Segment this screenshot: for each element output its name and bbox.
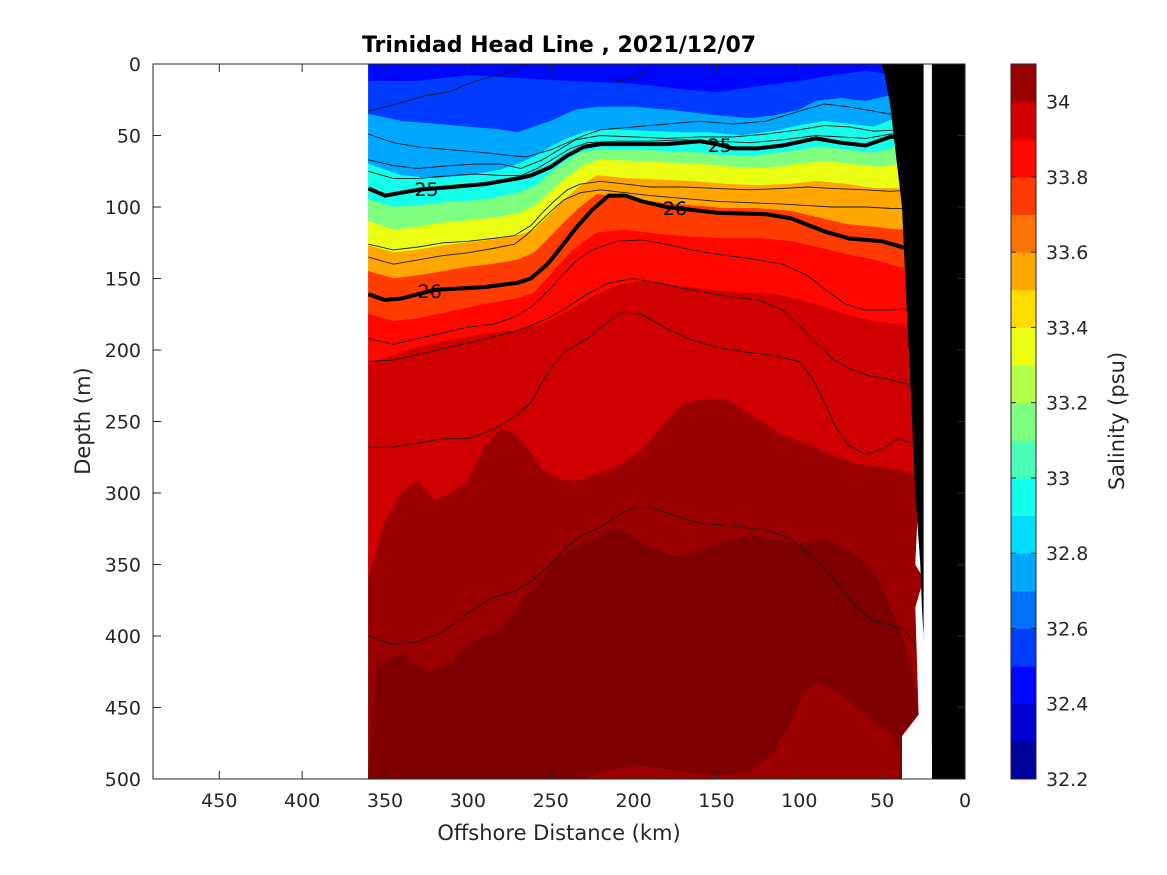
colorbar-segment xyxy=(1011,477,1036,517)
x-tick-label: 100 xyxy=(781,790,817,812)
colorbar: 32.2 32.4 32.6 32.8 33 33.2 33.4 33.6 33.8 34 xyxy=(1010,63,1088,791)
y-tick-label: 300 xyxy=(105,483,141,505)
contour-label-25: 25 xyxy=(708,135,732,157)
thin-isopycnal-7 xyxy=(368,278,919,387)
colorbar-label: Salinity (psu) xyxy=(1105,352,1129,490)
thin-isopycnal-8 xyxy=(368,312,919,455)
contour-label-26: 26 xyxy=(418,281,442,303)
thin-isopycnal-9 xyxy=(368,506,919,651)
y-axis-label: Depth (m) xyxy=(71,367,95,474)
colorbar-tick-label: 32.2 xyxy=(1046,769,1088,791)
x-tick-label: 250 xyxy=(533,790,569,812)
x-tick-label: 50 xyxy=(870,790,894,812)
colorbar-tick-label: 33 xyxy=(1046,468,1070,490)
colorbar-tick-label: 33.8 xyxy=(1046,167,1088,189)
y-axis: 0 50 100 150 200 250 300 350 400 450 500 xyxy=(105,54,965,791)
colorbar-segment xyxy=(1011,252,1036,291)
x-tick-label: 150 xyxy=(698,790,734,812)
colorbar-segment xyxy=(1011,214,1036,253)
isopycnal-25-line xyxy=(367,134,933,198)
land-edge-gap xyxy=(923,64,932,779)
salinity-field xyxy=(368,64,933,779)
colorbar-segment xyxy=(1011,440,1036,479)
colorbar-segment xyxy=(1011,666,1036,705)
thin-isopycnal-5 xyxy=(368,180,932,251)
bathymetry-layer xyxy=(882,64,965,779)
colorbar-tick-label: 32.6 xyxy=(1046,618,1088,640)
x-tick-label: 300 xyxy=(450,790,486,812)
y-tick-label: 450 xyxy=(105,698,141,720)
colorbar-segment xyxy=(1011,402,1036,441)
y-tick-label: 400 xyxy=(105,626,141,648)
bathymetry-land xyxy=(882,64,965,779)
contour-label-25: 25 xyxy=(414,179,438,201)
x-axis-label: Offshore Distance (km) xyxy=(437,821,680,845)
colorbar-segment xyxy=(1011,64,1036,103)
colorbar-segment xyxy=(1011,139,1036,178)
chart-title: Trinidad Head Line , 2021/12/07 xyxy=(362,33,756,58)
y-tick-label: 200 xyxy=(105,340,141,362)
colorbar-tick-label: 32.8 xyxy=(1046,543,1088,565)
colorbar-segment xyxy=(1011,703,1036,742)
colorbar-segment xyxy=(1011,365,1036,404)
isopycnal-26-line xyxy=(367,193,933,302)
colorbar-segment xyxy=(1011,628,1036,667)
thin-isopycnal-4 xyxy=(368,189,932,265)
thin-isopycnal-0 xyxy=(368,64,527,112)
colorbar-segment xyxy=(1011,289,1036,328)
y-tick-label: 500 xyxy=(105,769,141,791)
colorbar-tick-label: 33.6 xyxy=(1046,242,1088,264)
x-tick-label: 0 xyxy=(959,790,971,812)
isopycnal-thin-lines xyxy=(368,64,932,651)
colorbar-tick-label: 34 xyxy=(1046,92,1070,114)
thin-isopycnal-6 xyxy=(368,239,932,345)
colorbar-segment xyxy=(1011,590,1036,629)
thin-isopycnal-10 xyxy=(608,67,651,82)
colorbar-segment xyxy=(1011,101,1036,140)
x-tick-label: 350 xyxy=(367,790,403,812)
salinity-band-11 xyxy=(368,528,919,779)
thin-isopycnal-2 xyxy=(368,125,932,169)
colorbar-segment xyxy=(1011,176,1036,216)
contour-label-26: 26 xyxy=(663,198,687,220)
colorbar-segment xyxy=(1011,515,1036,554)
y-tick-label: 150 xyxy=(105,269,141,291)
thin-isopycnal-1 xyxy=(368,103,932,158)
y-tick-label: 0 xyxy=(129,54,141,76)
colorbar-tick-label: 32.4 xyxy=(1046,694,1088,716)
y-tick-label: 250 xyxy=(105,412,141,434)
y-tick-label: 350 xyxy=(105,555,141,577)
x-tick-label: 200 xyxy=(615,790,651,812)
x-tick-label: 450 xyxy=(201,790,237,812)
colorbar-segment xyxy=(1011,327,1036,366)
colorbar-segment xyxy=(1011,741,1036,780)
colorbar-tick-label: 33.2 xyxy=(1046,393,1088,415)
y-tick-label: 100 xyxy=(105,197,141,219)
x-tick-label: 400 xyxy=(284,790,320,812)
x-axis: 450 400 350 300 250 200 150 100 50 0 xyxy=(201,64,971,812)
colorbar-segment xyxy=(1011,553,1036,592)
colorbar-frame xyxy=(1010,63,1037,780)
isopycnal-bold-lines: 25 25 26 26 xyxy=(367,134,933,303)
colorbar-tick-label: 33.4 xyxy=(1046,317,1088,339)
thin-isopycnal-3 xyxy=(368,132,932,179)
y-tick-label: 50 xyxy=(117,126,141,148)
